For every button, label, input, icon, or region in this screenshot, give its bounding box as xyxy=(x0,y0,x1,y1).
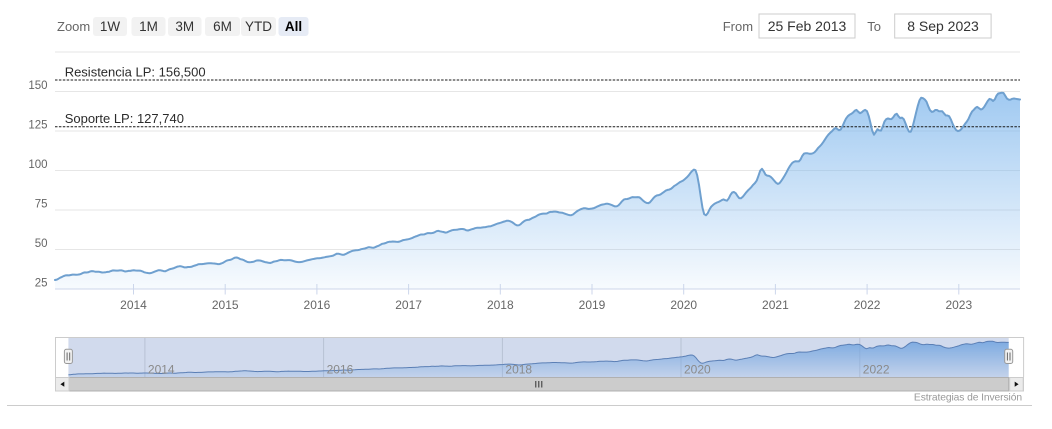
svg-text:2017: 2017 xyxy=(395,298,422,312)
svg-text:Estrategias de Inversión: Estrategias de Inversión xyxy=(914,393,1022,404)
svg-text:Resistencia LP: 156,500: Resistencia LP: 156,500 xyxy=(65,65,206,80)
svg-text:2018: 2018 xyxy=(505,363,532,377)
svg-text:125: 125 xyxy=(28,119,47,131)
svg-text:2014: 2014 xyxy=(120,298,147,312)
svg-text:50: 50 xyxy=(35,238,48,250)
svg-text:To: To xyxy=(867,19,881,34)
svg-text:25: 25 xyxy=(35,277,48,289)
svg-text:150: 150 xyxy=(28,80,47,92)
svg-text:2023: 2023 xyxy=(945,298,972,312)
svg-text:3M: 3M xyxy=(175,19,194,34)
svg-text:8 Sep 2023: 8 Sep 2023 xyxy=(907,18,979,34)
svg-text:6M: 6M xyxy=(213,19,232,34)
svg-text:From: From xyxy=(723,19,753,34)
svg-text:Soporte LP: 127,740: Soporte LP: 127,740 xyxy=(65,111,184,126)
svg-text:Zoom: Zoom xyxy=(57,19,90,34)
svg-text:YTD: YTD xyxy=(245,19,272,34)
svg-text:1W: 1W xyxy=(100,19,121,34)
svg-text:2018: 2018 xyxy=(487,298,514,312)
svg-text:100: 100 xyxy=(28,159,47,171)
svg-text:2014: 2014 xyxy=(148,363,175,377)
svg-text:2019: 2019 xyxy=(579,298,606,312)
svg-text:2020: 2020 xyxy=(684,363,711,377)
svg-text:2022: 2022 xyxy=(854,298,881,312)
svg-text:25 Feb 2013: 25 Feb 2013 xyxy=(768,18,847,34)
svg-text:2021: 2021 xyxy=(762,298,789,312)
svg-text:75: 75 xyxy=(35,198,48,210)
svg-text:2020: 2020 xyxy=(670,298,697,312)
svg-text:2015: 2015 xyxy=(212,298,239,312)
svg-text:2022: 2022 xyxy=(863,363,890,377)
svg-text:2016: 2016 xyxy=(304,298,331,312)
svg-text:1M: 1M xyxy=(139,19,158,34)
svg-text:All: All xyxy=(285,19,302,34)
svg-text:2016: 2016 xyxy=(327,363,354,377)
